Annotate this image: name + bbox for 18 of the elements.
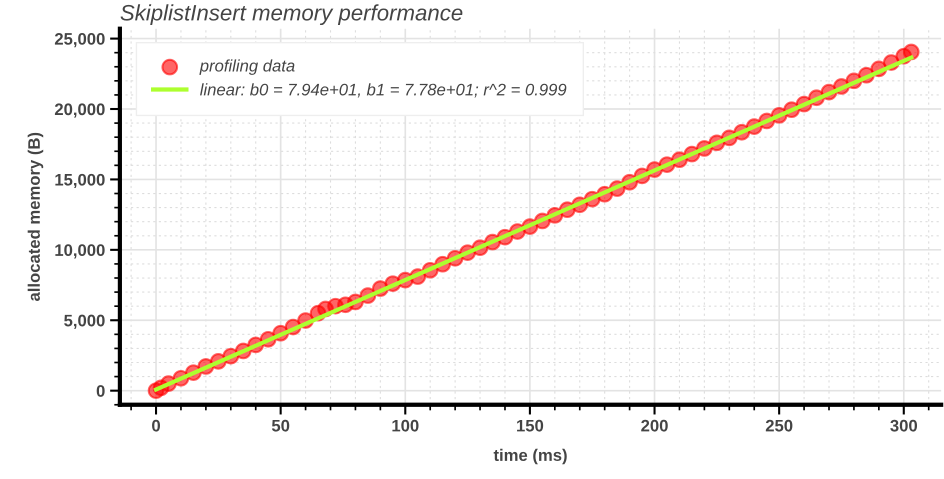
legend-label: linear: b0 = 7.94e+01, b1 = 7.78e+01; r^2 = 0.999 — [200, 83, 566, 98]
x-tick-label: 300 — [890, 420, 917, 432]
x-tick-label: 250 — [766, 420, 792, 432]
y-tick-label: 5,000 — [64, 314, 105, 329]
x-tick-label: 0 — [152, 420, 160, 432]
y-axis-title: allocated memory (B) — [28, 132, 44, 301]
y-tick-label: 10,000 — [55, 244, 105, 258]
y-tick-label: 20,000 — [54, 103, 105, 118]
chart-title: SkiplistInsert memory performance — [120, 4, 462, 26]
x-axis-title: time (ms) — [494, 448, 567, 464]
x-tick-label: 50 — [272, 420, 290, 432]
y-tick-label: 25,000 — [54, 33, 105, 48]
x-tick-label: 150 — [517, 420, 544, 432]
legend-label: profiling data — [199, 59, 295, 75]
x-tick-label: 100 — [392, 420, 418, 432]
y-tick-label: 15,000 — [55, 174, 105, 188]
y-tick-label: 0 — [96, 385, 105, 397]
x-tick-label: 200 — [641, 420, 668, 432]
